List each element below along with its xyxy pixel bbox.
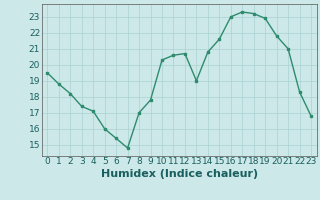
X-axis label: Humidex (Indice chaleur): Humidex (Indice chaleur) — [100, 169, 258, 179]
